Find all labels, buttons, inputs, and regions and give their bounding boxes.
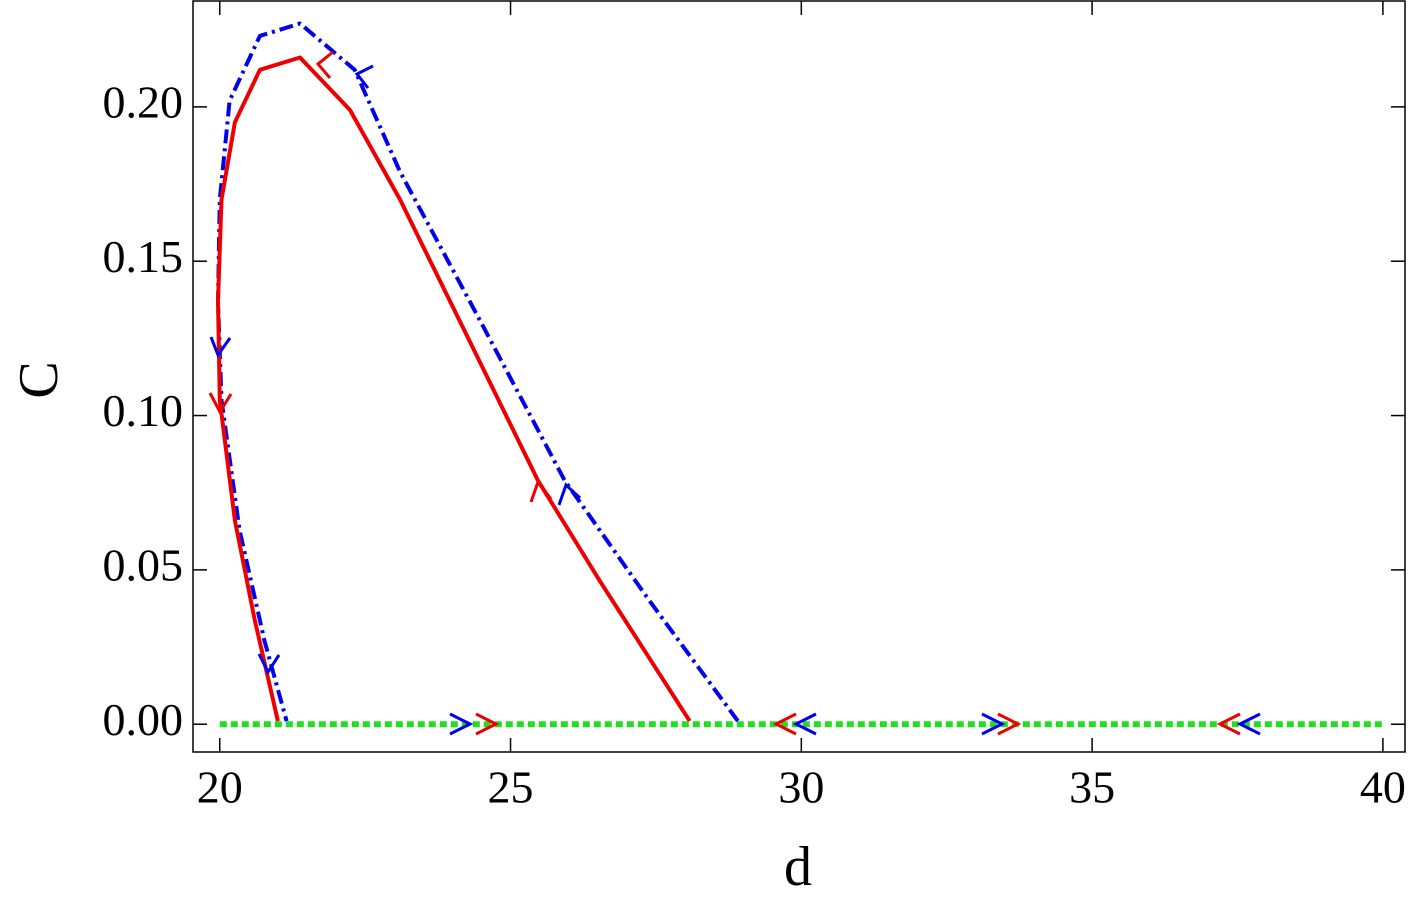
x-tick-label: 40 — [1360, 762, 1406, 813]
arrow — [257, 653, 281, 676]
arrow — [449, 712, 474, 736]
arrow — [1216, 712, 1241, 736]
arrow — [529, 478, 553, 503]
x-tick-label: 30 — [778, 762, 824, 813]
arrow — [475, 712, 500, 736]
x-tick-label: 20 — [197, 762, 243, 813]
y-tick-label: 0.10 — [103, 385, 184, 436]
arrow — [997, 712, 1022, 736]
y-tick-label: 0.15 — [103, 231, 184, 282]
arrow — [354, 64, 374, 89]
arrow — [772, 712, 797, 736]
series-line — [216, 21, 740, 723]
y-tick-label: 0.20 — [103, 76, 184, 127]
x-tick-label: 25 — [488, 762, 534, 813]
arrow — [557, 482, 582, 506]
x-tick-label: 35 — [1069, 762, 1115, 813]
arrow — [981, 712, 1006, 736]
plot-frame — [192, 0, 1406, 753]
y-axis-label: C — [8, 361, 70, 398]
x-axis-label: d — [784, 836, 812, 898]
direction-arrows — [208, 50, 1261, 736]
arrow — [209, 336, 232, 359]
y-tick-label: 0.05 — [103, 539, 184, 590]
arrow — [315, 50, 334, 79]
arrow — [792, 712, 817, 736]
arrow — [208, 392, 233, 416]
arrow — [1236, 712, 1261, 736]
y-tick-label: 0.00 — [103, 694, 184, 745]
series-line — [216, 55, 692, 723]
